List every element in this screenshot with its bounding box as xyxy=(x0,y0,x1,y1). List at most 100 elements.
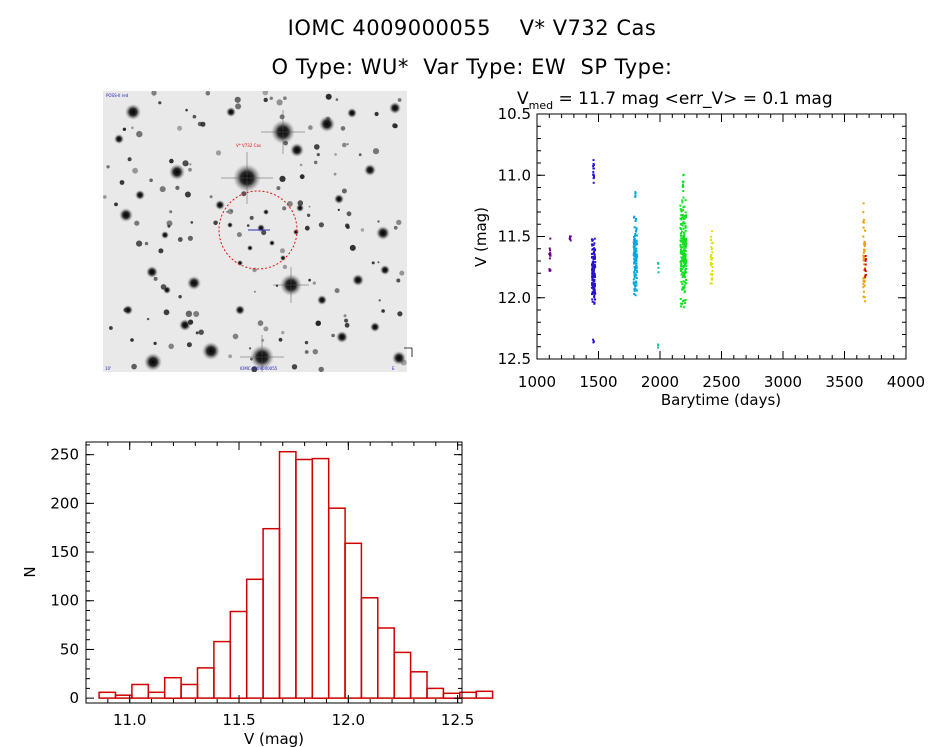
light-curve-point xyxy=(548,253,551,255)
sky-star xyxy=(360,228,365,232)
light-curve-point xyxy=(683,255,686,258)
light-curve-point xyxy=(711,241,714,244)
sky-label-bottom-mid: IOMC 4009000055 xyxy=(240,366,278,371)
sky-star xyxy=(340,126,346,131)
light-curve-point xyxy=(593,248,596,251)
light-curve-point xyxy=(862,277,865,280)
light-curve-point xyxy=(682,221,685,224)
light-curve-point xyxy=(864,300,867,303)
sky-star xyxy=(279,114,285,120)
light-curve-point xyxy=(633,274,636,277)
histogram-ylabel: N xyxy=(21,566,39,577)
sky-star xyxy=(282,206,287,211)
light-curve-point xyxy=(636,255,639,258)
light-curve-point xyxy=(862,259,865,262)
sky-star xyxy=(319,116,335,132)
light-curve-point xyxy=(632,252,635,255)
light-curve-point xyxy=(685,216,687,219)
light-curve-point xyxy=(681,199,684,202)
light-curve-point xyxy=(633,293,636,295)
sky-star xyxy=(200,121,206,127)
sky-star xyxy=(215,150,222,156)
light-curve-point xyxy=(593,257,596,260)
sky-star xyxy=(400,359,407,366)
light-curve-point xyxy=(862,279,865,282)
light-curve-point xyxy=(679,305,682,308)
light-curve-point xyxy=(592,164,595,167)
light-curve-point xyxy=(634,259,636,262)
light-curve-point xyxy=(657,343,659,346)
light-curve-point xyxy=(864,258,867,260)
light-curve-point xyxy=(710,248,713,250)
light-curve-point xyxy=(682,190,685,192)
sky-star xyxy=(296,204,304,212)
sky-star xyxy=(192,114,197,119)
light-curve-xtick-label: 3000 xyxy=(764,373,802,391)
light-curve-point xyxy=(633,261,636,264)
histogram-bar xyxy=(327,507,346,699)
light-curve-point xyxy=(590,286,593,289)
sky-star xyxy=(151,91,157,96)
light-curve-point xyxy=(681,216,684,219)
sky-star xyxy=(135,190,145,200)
light-curve-point xyxy=(593,289,596,292)
light-curve-point xyxy=(657,266,660,269)
light-curve-point xyxy=(683,215,686,217)
light-curve-point xyxy=(710,263,712,266)
light-curve-plot: Vmed = 11.7 mag <err_V> = 0.1 mag 1000 15… xyxy=(472,89,925,409)
light-curve-point xyxy=(679,204,682,207)
sky-star xyxy=(169,164,185,180)
light-curve-ytick-label: 10.5 xyxy=(498,105,531,123)
light-curve-point xyxy=(548,247,551,250)
light-curve-point xyxy=(633,253,636,256)
light-curve-point xyxy=(634,256,637,258)
light-curve-point xyxy=(863,242,866,245)
light-curve-point xyxy=(635,253,638,256)
light-curve-point xyxy=(549,249,552,252)
light-curve-point xyxy=(633,243,635,246)
sky-star xyxy=(252,267,257,273)
light-curve-point xyxy=(680,248,682,251)
sky-star xyxy=(306,213,311,217)
light-curve-point xyxy=(680,250,682,253)
sky-star xyxy=(158,101,162,105)
light-curve-point xyxy=(680,265,683,268)
light-curve-point xyxy=(864,259,867,262)
light-curve-xtick-label: 1500 xyxy=(579,373,617,391)
light-curve-point xyxy=(592,260,595,263)
light-curve-point xyxy=(680,234,682,237)
sky-star xyxy=(257,320,264,326)
light-curve-point xyxy=(685,265,688,268)
light-curve-point xyxy=(709,273,712,276)
sky-star xyxy=(346,211,352,217)
light-curve-point xyxy=(635,262,638,265)
light-curve-point xyxy=(592,270,595,273)
light-curve-point xyxy=(657,262,660,264)
sky-star xyxy=(346,143,349,146)
sky-star xyxy=(279,175,286,182)
sky-star xyxy=(346,225,350,230)
light-curve-point xyxy=(632,282,635,285)
histogram-bar xyxy=(180,683,199,699)
light-curve-point xyxy=(680,273,683,276)
light-curve-point xyxy=(684,226,687,229)
light-curve-point xyxy=(591,264,594,267)
light-curve-xtick-label: 2500 xyxy=(702,373,740,391)
sky-star xyxy=(269,96,273,101)
sky-star xyxy=(262,91,269,96)
light-curve-point xyxy=(592,340,595,343)
sky-star xyxy=(131,126,134,130)
light-curve-point xyxy=(634,244,637,247)
sky-star xyxy=(261,230,267,236)
sky-star xyxy=(293,229,299,235)
sky-star xyxy=(186,342,192,348)
sky-star xyxy=(185,310,193,317)
light-curve-point xyxy=(633,247,636,250)
light-curve-point xyxy=(710,262,713,264)
sky-star xyxy=(352,274,364,286)
histogram-bar xyxy=(344,542,363,699)
histogram-bar xyxy=(245,578,264,699)
sky-star xyxy=(392,123,398,129)
sky-star xyxy=(119,180,125,185)
light-curve-point xyxy=(633,276,636,279)
